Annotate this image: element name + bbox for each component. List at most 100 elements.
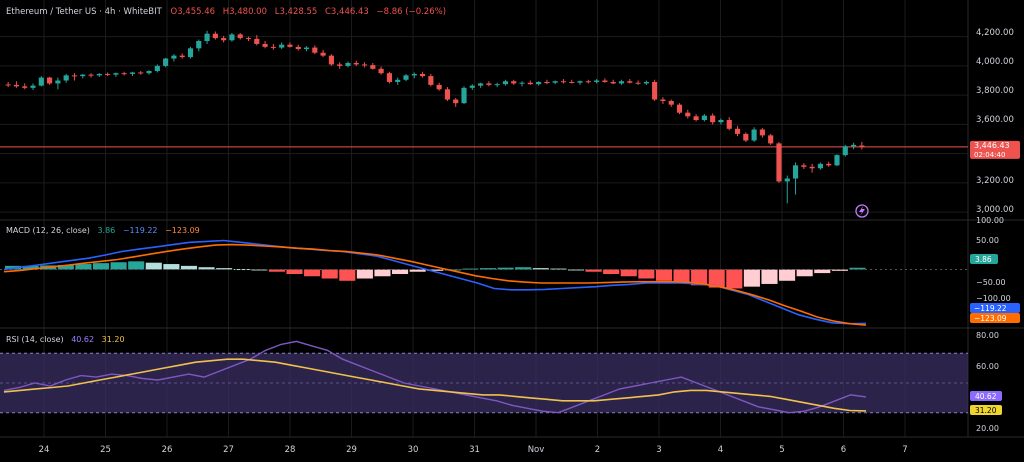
- macd-histogram-bar: [268, 269, 285, 272]
- macd-histogram-bar: [356, 269, 373, 279]
- macd-histogram-bar: [75, 264, 92, 270]
- candle-body: [55, 80, 61, 84]
- time-label: 3: [656, 445, 661, 455]
- candle-body: [204, 33, 210, 42]
- rsi-axis: 80.00 60.00 20.00: [976, 331, 999, 433]
- candle-body: [345, 62, 351, 66]
- candle-body: [726, 120, 732, 129]
- macd-line-badge: −119.22: [974, 304, 1007, 313]
- candle-body: [817, 163, 823, 169]
- macd-histogram-bar: [796, 269, 813, 277]
- candle-body: [842, 146, 848, 156]
- ohlc-open: O3,455.46: [171, 7, 216, 17]
- rsi-ma-badge: 31.20: [975, 406, 997, 415]
- macd-histogram-bar: [110, 262, 127, 270]
- candle-body: [618, 81, 625, 84]
- macd-signal-value: −123.09: [165, 226, 200, 235]
- macd-histogram-bar: [497, 267, 514, 270]
- candle-body: [105, 73, 111, 75]
- candle-body: [5, 84, 11, 86]
- candle-body: [560, 81, 567, 83]
- candle-body: [287, 44, 293, 47]
- macd-line-value: −119.22: [123, 226, 158, 235]
- candlestick-series: [5, 30, 865, 204]
- candle-body: [826, 163, 832, 166]
- candle-body: [229, 34, 235, 41]
- candle-body: [295, 46, 301, 50]
- candle-body: [96, 73, 102, 76]
- time-label: 27: [223, 445, 234, 455]
- macd-hist-value: 3.86: [97, 226, 115, 235]
- candle-body: [179, 55, 185, 58]
- time-label: 6: [841, 445, 846, 455]
- macd-histogram-bar: [708, 269, 725, 288]
- rsi-tick: 80.00: [976, 331, 999, 340]
- time-label: 31: [469, 445, 480, 455]
- time-label: 7: [902, 445, 907, 455]
- rsi-value: 40.62: [71, 335, 94, 344]
- candle-body: [519, 82, 525, 84]
- candle-body: [627, 81, 633, 83]
- candle-body: [403, 75, 409, 80]
- candle-body: [196, 41, 202, 49]
- candle-body: [262, 43, 268, 47]
- candle-body: [552, 81, 558, 83]
- candle-body: [146, 71, 152, 74]
- candle-body: [610, 81, 616, 84]
- time-label: 5: [779, 445, 784, 455]
- candle-body: [478, 83, 484, 86]
- rsi-ma-line: [3, 358, 867, 412]
- candle-body: [486, 83, 492, 85]
- candle-body: [718, 120, 724, 123]
- macd-histogram-bar: [92, 263, 110, 270]
- candle-body: [113, 73, 119, 75]
- macd-histogram-bar: [180, 265, 198, 270]
- candle-body: [743, 133, 749, 141]
- candle-body: [527, 82, 533, 85]
- candle-body: [353, 62, 359, 65]
- candle-body: [138, 72, 144, 74]
- macd-histogram-bar: [321, 269, 338, 279]
- macd-histogram-bar: [515, 267, 532, 270]
- candle-body: [63, 75, 69, 81]
- candle-body: [47, 77, 53, 84]
- candle-body: [693, 116, 699, 120]
- macd-histogram-bar: [532, 268, 549, 270]
- candle-body: [585, 81, 591, 83]
- macd-tick: 50.00: [976, 236, 999, 245]
- candle-body: [163, 58, 169, 66]
- time-label: 28: [285, 445, 296, 455]
- time-label: 29: [346, 445, 357, 455]
- macd-histogram-bar: [22, 265, 39, 270]
- candle-body: [187, 48, 194, 58]
- macd-histogram-bar: [585, 269, 602, 272]
- macd-histogram-bar: [550, 268, 567, 270]
- macd-histogram-bar: [374, 269, 391, 277]
- candle-body: [303, 47, 310, 50]
- macd-hist-badge: 3.86: [975, 255, 992, 264]
- macd-histogram-bar: [603, 269, 620, 274]
- macd-histogram-bar: [251, 269, 268, 271]
- candle-body: [594, 80, 600, 82]
- ohlc-high: H3,480.00: [223, 7, 267, 17]
- candle-body: [710, 115, 716, 123]
- macd-histogram-bar: [726, 269, 743, 289]
- macd-histogram-bar: [339, 269, 356, 281]
- candle-body: [469, 85, 475, 88]
- candle-body: [80, 74, 86, 77]
- last-price-badge: 3,446.43 02:04:40: [970, 140, 1020, 159]
- candle-body: [13, 84, 20, 87]
- macd-tick: 100.00: [976, 216, 1004, 225]
- price-axis: 4,200.00 4,000.00 3,800.00 3,600.00 3,20…: [976, 28, 1014, 215]
- rsi-tick: 60.00: [976, 362, 999, 371]
- rsi-badges: 40.62 31.20: [970, 391, 1002, 415]
- candle-body: [536, 81, 542, 85]
- candle-body: [668, 100, 674, 105]
- candle-body: [436, 84, 442, 90]
- macd-tick: −100.00: [976, 294, 1011, 303]
- price-tick: 3,600.00: [976, 115, 1014, 125]
- lightning-icon[interactable]: [855, 204, 869, 218]
- macd-histogram-bar: [743, 269, 760, 287]
- candle-body: [809, 166, 815, 169]
